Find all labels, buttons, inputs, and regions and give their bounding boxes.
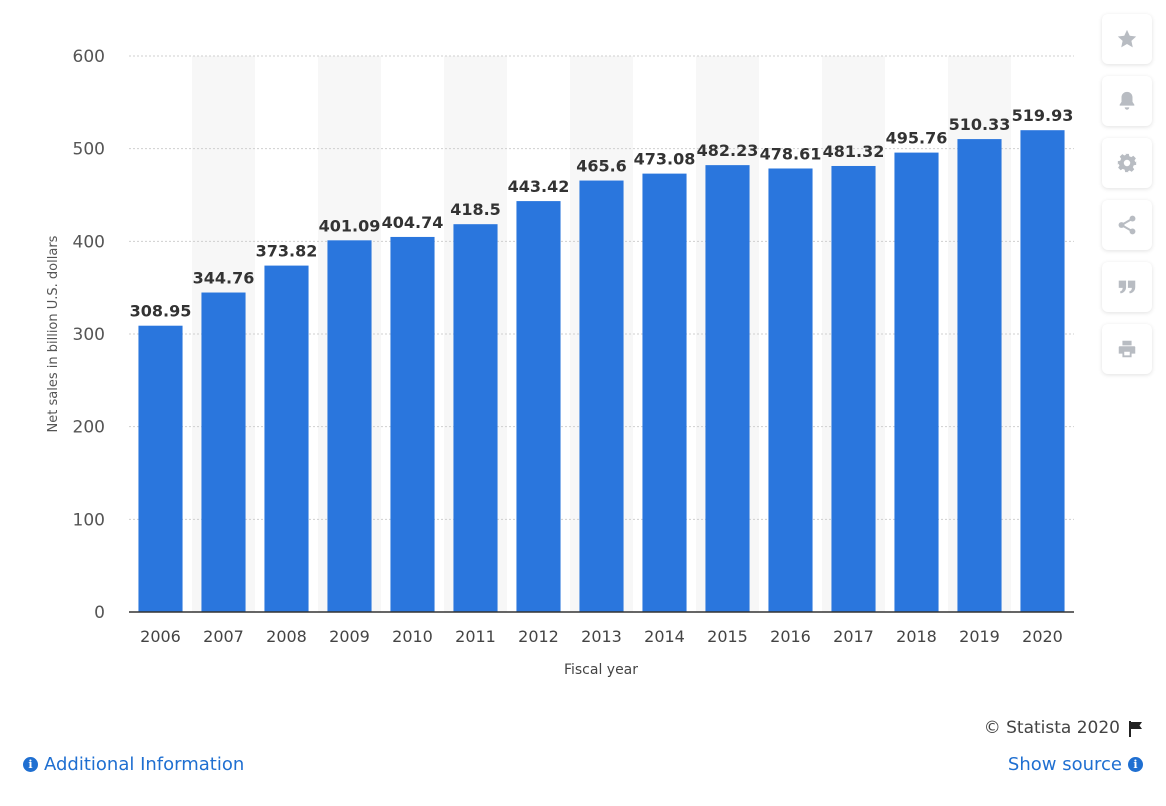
flag-icon bbox=[1129, 720, 1142, 737]
bar-2020[interactable] bbox=[1020, 130, 1065, 613]
data-label: 344.76 bbox=[193, 269, 255, 288]
x-tick-label: 2014 bbox=[644, 627, 685, 646]
bar-2007[interactable] bbox=[201, 292, 246, 612]
data-label: 308.95 bbox=[130, 302, 192, 321]
bar-2008[interactable] bbox=[264, 265, 309, 612]
x-axis-ticks: 2006 2007 2008 2009 2010 2011 2012 2013 2014 2015… bbox=[140, 627, 1063, 646]
bar-2018[interactable] bbox=[894, 152, 939, 612]
quote-icon bbox=[1118, 280, 1136, 294]
y-axis-ticks: 0 100 200 300 400 500 600 bbox=[73, 47, 105, 623]
bars bbox=[138, 130, 1065, 613]
additional-information-link[interactable]: i Additional Information bbox=[23, 754, 244, 775]
data-label: 404.74 bbox=[382, 213, 444, 232]
y-tick-label: 300 bbox=[73, 325, 105, 345]
data-label: 495.76 bbox=[886, 129, 948, 148]
x-tick-label: 2012 bbox=[518, 627, 559, 646]
bar-2019[interactable] bbox=[957, 139, 1002, 613]
bar-2009[interactable] bbox=[327, 240, 372, 612]
x-tick-label: 2020 bbox=[1022, 627, 1063, 646]
bar-2013[interactable] bbox=[579, 180, 624, 612]
x-tick-label: 2011 bbox=[455, 627, 496, 646]
y-tick-label: 200 bbox=[73, 418, 105, 438]
x-tick-label: 2010 bbox=[392, 627, 433, 646]
x-tick-label: 2008 bbox=[266, 627, 307, 646]
x-tick-label: 2007 bbox=[203, 627, 244, 646]
data-label: 373.82 bbox=[256, 242, 318, 261]
x-tick-label: 2017 bbox=[833, 627, 874, 646]
cite-button[interactable] bbox=[1102, 262, 1152, 312]
data-label: 418.5 bbox=[450, 200, 501, 219]
x-tick-label: 2015 bbox=[707, 627, 748, 646]
bar-2017[interactable] bbox=[831, 165, 876, 612]
star-icon bbox=[1117, 29, 1137, 48]
bar-2011[interactable] bbox=[453, 224, 498, 612]
data-label: 473.08 bbox=[634, 150, 696, 169]
x-tick-label: 2019 bbox=[959, 627, 1000, 646]
bar-2006[interactable] bbox=[138, 325, 183, 612]
statista-credit[interactable]: © Statista 2020 bbox=[984, 718, 1144, 738]
show-source-link[interactable]: Show source i bbox=[1008, 754, 1143, 775]
x-tick-label: 2006 bbox=[140, 627, 181, 646]
share-button[interactable] bbox=[1102, 200, 1152, 250]
x-tick-label: 2018 bbox=[896, 627, 937, 646]
x-tick-label: 2013 bbox=[581, 627, 622, 646]
favorite-button[interactable] bbox=[1102, 14, 1152, 64]
settings-button[interactable] bbox=[1102, 138, 1152, 188]
y-tick-label: 100 bbox=[73, 510, 105, 530]
y-axis-title: Net sales in billion U.S. dollars bbox=[46, 235, 61, 432]
data-label: 401.09 bbox=[319, 216, 381, 235]
x-tick-label: 2009 bbox=[329, 627, 370, 646]
y-tick-label: 500 bbox=[73, 140, 105, 160]
y-tick-label: 600 bbox=[73, 47, 105, 67]
data-label: 478.61 bbox=[760, 144, 822, 163]
credit-text: © Statista 2020 bbox=[983, 718, 1120, 738]
bar-2015[interactable] bbox=[705, 165, 750, 612]
data-label: 510.33 bbox=[949, 115, 1011, 134]
data-label: 443.42 bbox=[508, 177, 570, 196]
data-label: 481.32 bbox=[823, 142, 885, 161]
x-axis-title: Fiscal year bbox=[564, 662, 638, 678]
additional-information-label: Additional Information bbox=[44, 754, 245, 775]
data-label: 465.6 bbox=[576, 157, 627, 176]
show-source-label: Show source bbox=[1007, 754, 1122, 775]
bell-icon bbox=[1119, 91, 1135, 110]
y-tick-label: 0 bbox=[94, 603, 105, 623]
gear-icon bbox=[1117, 153, 1137, 173]
print-icon bbox=[1118, 340, 1136, 358]
bar-2012[interactable] bbox=[516, 201, 561, 612]
share-icon bbox=[1118, 215, 1136, 235]
bar-2010[interactable] bbox=[390, 236, 435, 613]
bar-2016[interactable] bbox=[768, 168, 813, 612]
y-tick-label: 400 bbox=[73, 232, 105, 252]
data-label: 482.23 bbox=[697, 141, 759, 160]
data-label: 519.93 bbox=[1012, 106, 1074, 125]
notification-button[interactable] bbox=[1102, 76, 1152, 126]
x-tick-label: 2016 bbox=[770, 627, 811, 646]
info-icon: i bbox=[23, 757, 38, 772]
print-button[interactable] bbox=[1102, 324, 1152, 374]
info-icon: i bbox=[1128, 757, 1143, 772]
bar-2014[interactable] bbox=[642, 173, 687, 612]
